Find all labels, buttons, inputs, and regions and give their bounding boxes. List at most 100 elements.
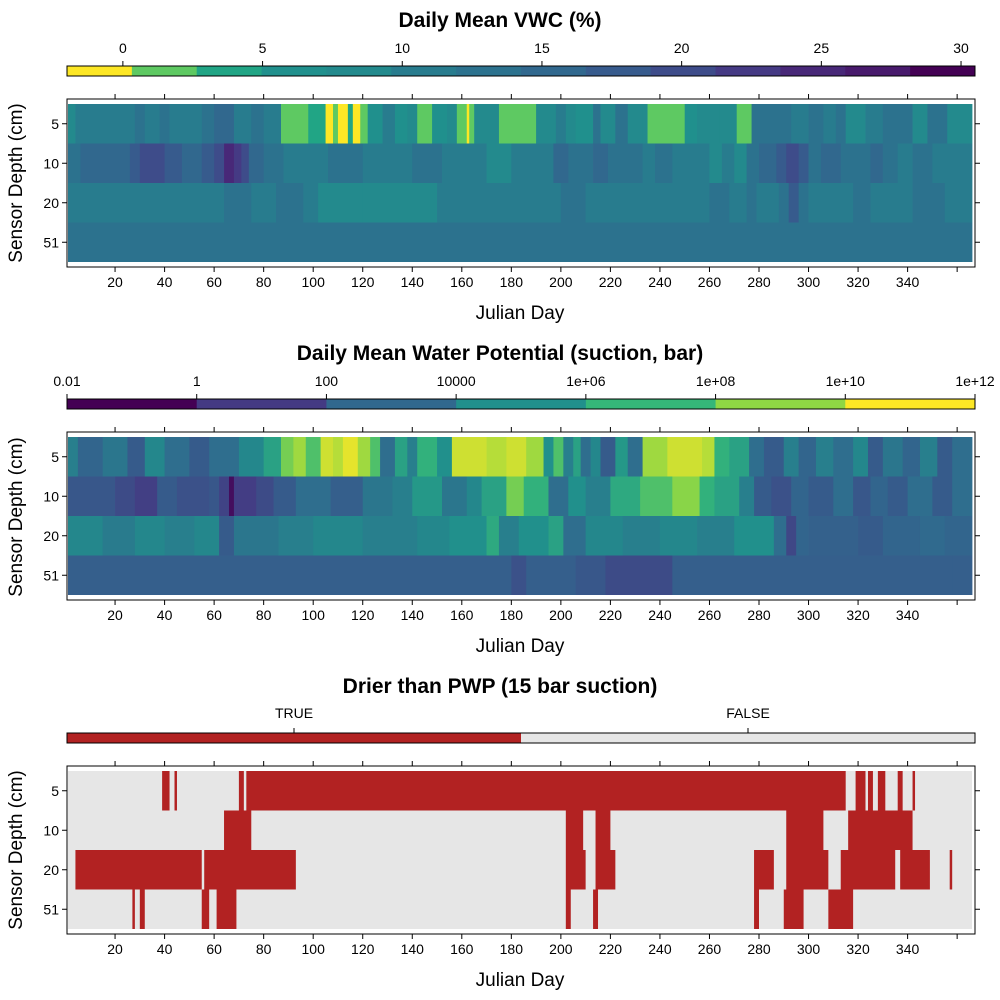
vwc-cell bbox=[882, 143, 899, 183]
water-potential-cell bbox=[511, 555, 527, 595]
vwc-cell bbox=[241, 143, 250, 183]
water-potential-cell bbox=[640, 476, 673, 516]
x-tick-label: 20 bbox=[107, 607, 123, 623]
water-potential-cell bbox=[233, 476, 257, 516]
vwc-cell bbox=[575, 104, 594, 144]
vwc-cell bbox=[144, 183, 178, 223]
vwc-cell bbox=[627, 104, 643, 144]
water-potential-cell bbox=[697, 516, 735, 556]
pwp-true-cell bbox=[595, 810, 611, 850]
x-tick-label: 160 bbox=[450, 274, 474, 290]
water-potential-cell bbox=[543, 437, 554, 477]
vwc-cell bbox=[912, 183, 946, 223]
water-potential-cell bbox=[451, 437, 487, 477]
water-potential-cell bbox=[642, 437, 668, 477]
x-tick-label: 120 bbox=[351, 607, 375, 623]
vwc-cell bbox=[486, 143, 512, 183]
vwc-cell bbox=[672, 143, 698, 183]
vwc-cell bbox=[471, 222, 547, 262]
vwc-cell bbox=[593, 104, 601, 144]
water-potential-cell bbox=[783, 437, 800, 477]
water-potential-cell bbox=[523, 476, 549, 516]
vwc-cell bbox=[214, 104, 235, 144]
vwc-cell bbox=[441, 143, 463, 183]
water-potential-cell bbox=[882, 437, 904, 477]
vwc-cell bbox=[407, 104, 418, 144]
vwc-cell bbox=[808, 104, 824, 144]
vwc-cell bbox=[129, 143, 141, 183]
vwc-cell bbox=[333, 104, 339, 144]
x-tick-label: 160 bbox=[450, 607, 474, 623]
vwc-cell bbox=[120, 104, 136, 144]
vwc-cell bbox=[466, 104, 470, 144]
water-potential-cell bbox=[417, 437, 438, 477]
x-tick-label: 300 bbox=[797, 274, 821, 290]
vwc-cell bbox=[68, 183, 146, 223]
plot-frame bbox=[66, 431, 976, 601]
vwc-x-axis-label: Julian Day bbox=[476, 303, 565, 324]
water-potential-cell bbox=[278, 516, 314, 556]
vwc-cell bbox=[947, 104, 973, 144]
water-potential-cell bbox=[548, 516, 564, 556]
vwc-cell bbox=[367, 104, 383, 144]
x-tick-label: 320 bbox=[846, 607, 870, 623]
water-potential-cell bbox=[952, 555, 973, 595]
vwc-cell bbox=[553, 143, 569, 183]
vwc-cell bbox=[325, 104, 334, 144]
water-potential-cell bbox=[449, 516, 487, 556]
vwc-cell bbox=[865, 104, 884, 144]
water-potential-cell bbox=[882, 516, 921, 556]
y-tick-label: 10 bbox=[43, 822, 59, 838]
water-potential-cell bbox=[833, 437, 854, 477]
vwc-cell bbox=[746, 183, 757, 223]
water-potential-cell bbox=[672, 476, 700, 516]
vwc-cell bbox=[169, 104, 190, 144]
vwc-cell bbox=[382, 104, 396, 144]
pwp-true-cell bbox=[216, 889, 237, 929]
vwc-cell bbox=[751, 104, 772, 144]
vwc-cell bbox=[719, 104, 738, 144]
vwc-cell bbox=[280, 104, 309, 144]
vwc-cell bbox=[546, 222, 752, 262]
water-potential-cell bbox=[394, 437, 408, 477]
water-potential-cell bbox=[563, 516, 587, 556]
water-potential-cell bbox=[563, 437, 574, 477]
water-potential-cell bbox=[952, 437, 973, 477]
water-potential-cell bbox=[144, 437, 165, 477]
colorbar-tick-label: 1e+12 bbox=[955, 373, 995, 389]
water-potential-cell bbox=[134, 516, 165, 556]
pwp-true-cell bbox=[900, 850, 930, 890]
colorbar-step bbox=[131, 66, 198, 76]
water-potential-cell bbox=[305, 437, 322, 477]
water-potential-cell bbox=[127, 437, 146, 477]
vwc-cell bbox=[144, 104, 161, 144]
water-potential-x-axis-label: Julian Day bbox=[476, 636, 565, 657]
water-potential-cell bbox=[486, 516, 500, 556]
water-potential-cell bbox=[134, 476, 158, 516]
vwc-cell bbox=[360, 104, 369, 144]
vwc-cell bbox=[776, 143, 787, 183]
vwc-cell bbox=[833, 183, 854, 223]
vwc-title: Daily Mean VWC (%) bbox=[398, 9, 601, 32]
pwp-true-cell bbox=[949, 850, 953, 890]
water-potential-cell bbox=[256, 476, 274, 516]
water-potential-cell bbox=[506, 437, 527, 477]
water-potential-cell bbox=[798, 437, 817, 477]
x-tick-label: 80 bbox=[256, 941, 272, 957]
pwp-true-cell bbox=[162, 771, 170, 811]
x-tick-label: 20 bbox=[107, 274, 123, 290]
water-potential-cell bbox=[342, 437, 359, 477]
water-potential-cell bbox=[672, 555, 953, 595]
colorbar-step bbox=[780, 66, 846, 76]
pwp-panel: Drier than PWP (15 bar suction) TRUE FALS… bbox=[6, 675, 980, 991]
vwc-cell bbox=[565, 104, 577, 144]
water-potential-cell bbox=[417, 516, 450, 556]
water-potential-cell bbox=[771, 476, 792, 516]
vwc-cell bbox=[412, 143, 443, 183]
vwc-cell bbox=[882, 104, 899, 144]
water-potential-cell bbox=[575, 555, 606, 595]
water-potential-cell bbox=[209, 476, 220, 516]
pwp-true-cell bbox=[201, 889, 210, 929]
water-potential-cell bbox=[627, 437, 643, 477]
